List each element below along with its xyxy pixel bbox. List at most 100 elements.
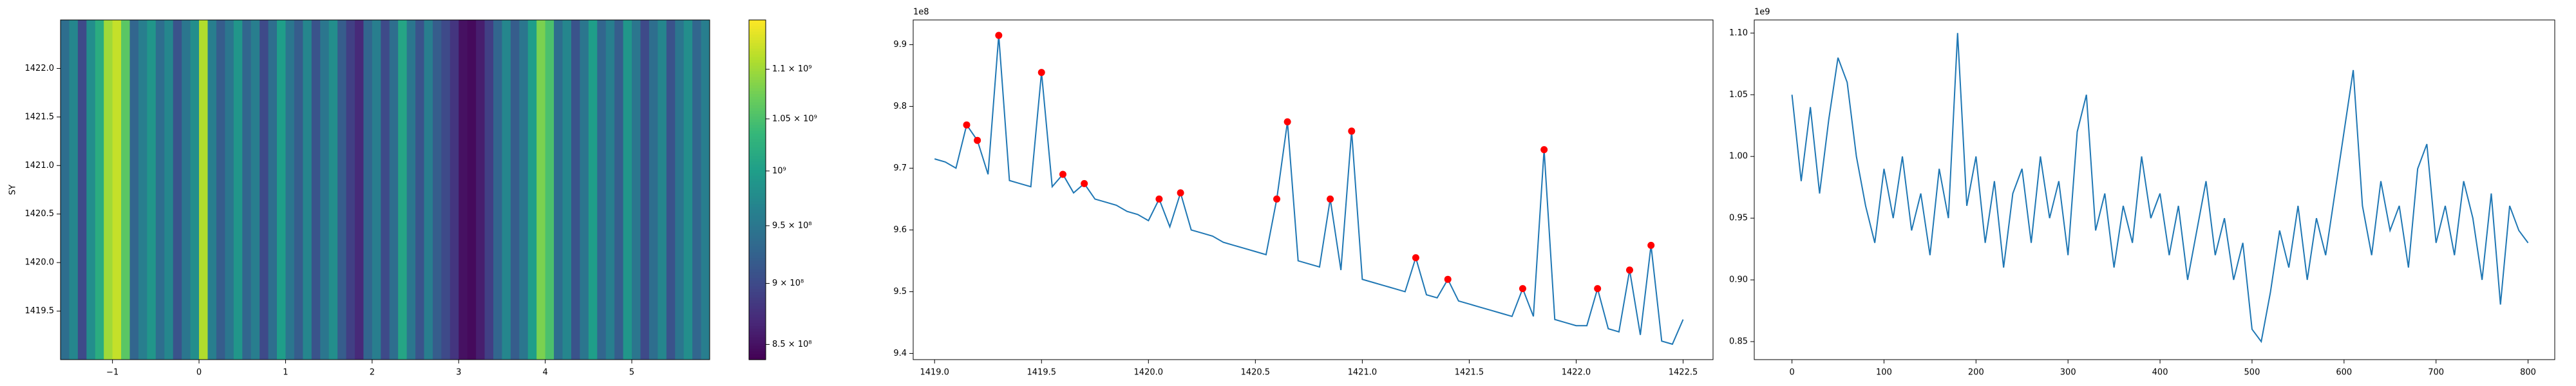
heatmap-cell xyxy=(614,20,624,360)
x-tick-label: 600 xyxy=(2336,368,2352,378)
heatmap-cell xyxy=(389,20,399,360)
y-axis-label: SY xyxy=(8,185,18,195)
peak-marker xyxy=(1348,127,1356,135)
plot-area xyxy=(1791,33,2529,344)
heatmap-cell xyxy=(354,20,364,360)
colorbar-gradient xyxy=(749,57,766,60)
colorbar-gradient xyxy=(749,198,766,202)
heatmap-cell xyxy=(467,20,477,360)
heatmap-cell xyxy=(545,20,554,360)
heatmap-cell xyxy=(294,20,303,360)
colorbar-gradient xyxy=(749,336,766,340)
colorbar-tick-label: 9 × 10⁸ xyxy=(772,279,804,288)
colorbar-gradient xyxy=(749,201,766,205)
colorbar-gradient xyxy=(749,79,766,83)
colorbar-gradient xyxy=(749,48,766,51)
colorbar-gradient xyxy=(749,176,766,179)
colorbar-gradient xyxy=(749,96,766,100)
colorbar-gradient xyxy=(749,62,766,66)
colorbar-gradient xyxy=(749,331,766,335)
heatmap-cell xyxy=(476,20,486,360)
colorbar-gradient xyxy=(749,190,766,193)
colorbar-gradient xyxy=(749,252,766,255)
x-tick-label: 500 xyxy=(2244,368,2260,378)
x-tick-label: 800 xyxy=(2520,368,2536,378)
colorbar-gradient xyxy=(749,39,766,43)
heatmap-cell xyxy=(493,20,503,360)
heatmap-cell xyxy=(260,20,269,360)
colorbar-gradient xyxy=(749,348,766,352)
colorbar-gradient xyxy=(749,82,766,86)
colorbar-gradient xyxy=(749,195,766,199)
heatmap-cell xyxy=(207,20,217,360)
heatmap-cell xyxy=(484,20,494,360)
colorbar-gradient xyxy=(749,127,766,131)
x-tick-label: 1420.0 xyxy=(1134,368,1164,378)
panel: 1e8 1419.0 1419.5 1420.0 1420.5 1421.0 1421.5 1… xyxy=(893,8,1714,378)
heatmap-cell xyxy=(415,20,425,360)
heatmap-cell xyxy=(285,20,295,360)
heatmap-cell xyxy=(337,20,347,360)
colorbar-gradient xyxy=(749,275,766,278)
colorbar-gradient xyxy=(749,42,766,46)
colorbar-gradient xyxy=(749,156,766,160)
colorbar-gradient xyxy=(749,184,766,188)
colorbar-gradient xyxy=(749,37,766,41)
colorbar-gradient xyxy=(749,249,766,253)
heatmap-cell xyxy=(69,20,79,360)
x-tick-label: 1422.0 xyxy=(1562,368,1591,378)
colorbar-gradient xyxy=(749,147,766,151)
offset-text: 1e8 xyxy=(913,8,929,17)
heatmap-cell xyxy=(346,20,355,360)
y-tick-label: 9.6 xyxy=(893,225,907,235)
heatmap-cell xyxy=(649,20,658,360)
line-series xyxy=(934,35,1684,345)
y-tick-label: 9.4 xyxy=(893,349,907,358)
peak-marker xyxy=(974,136,981,144)
colorbar-gradient xyxy=(749,209,766,213)
heatmap-cell xyxy=(588,20,598,360)
peak-marker xyxy=(1519,285,1526,293)
y-tick-label: 0.85 xyxy=(1729,336,1748,346)
colorbar-gradient xyxy=(749,261,766,264)
peak-marker xyxy=(1647,241,1655,249)
heatmap-cell xyxy=(77,20,87,360)
heatmap-cell xyxy=(182,20,191,360)
colorbar-gradient xyxy=(749,289,766,292)
colorbar-gradient xyxy=(749,283,766,287)
colorbar-gradient xyxy=(749,340,766,344)
heatmap-cell xyxy=(632,20,641,360)
heatmap-cell xyxy=(225,20,234,360)
heatmap-cell xyxy=(623,20,632,360)
heatmap-cell xyxy=(640,20,650,360)
colorbar-gradient xyxy=(749,223,766,227)
colorbar-gradient xyxy=(749,334,766,338)
heatmap-cell xyxy=(199,20,209,360)
peak-marker xyxy=(1177,189,1184,197)
x-tick-label: 4 xyxy=(542,368,547,378)
colorbar-gradient xyxy=(749,105,766,108)
heatmap-cell xyxy=(510,20,520,360)
colorbar-frame xyxy=(748,19,766,360)
heatmap-cell xyxy=(658,20,667,360)
x-tick-label: 1421.0 xyxy=(1348,368,1378,378)
plot-area xyxy=(61,20,710,360)
peak-marker xyxy=(1059,170,1066,178)
colorbar-gradient xyxy=(749,124,766,128)
colorbar-gradient xyxy=(749,158,766,162)
peak-marker xyxy=(1081,179,1088,187)
peak-marker xyxy=(1594,285,1602,293)
colorbar-gradient xyxy=(749,269,766,273)
colorbar-gradient xyxy=(749,221,766,225)
colorbar-gradient xyxy=(749,152,766,156)
colorbar-gradient xyxy=(749,150,766,154)
y-tick-label: 9.5 xyxy=(893,287,907,297)
x-tick-label: 300 xyxy=(2060,368,2076,378)
peak-marker xyxy=(995,32,1003,39)
heatmap-cell xyxy=(363,20,373,360)
colorbar-gradient xyxy=(749,107,766,111)
colorbar-gradient xyxy=(749,320,766,324)
colorbar-gradient xyxy=(749,119,766,122)
colorbar-gradient xyxy=(749,85,766,89)
heatmap-cell xyxy=(311,20,321,360)
